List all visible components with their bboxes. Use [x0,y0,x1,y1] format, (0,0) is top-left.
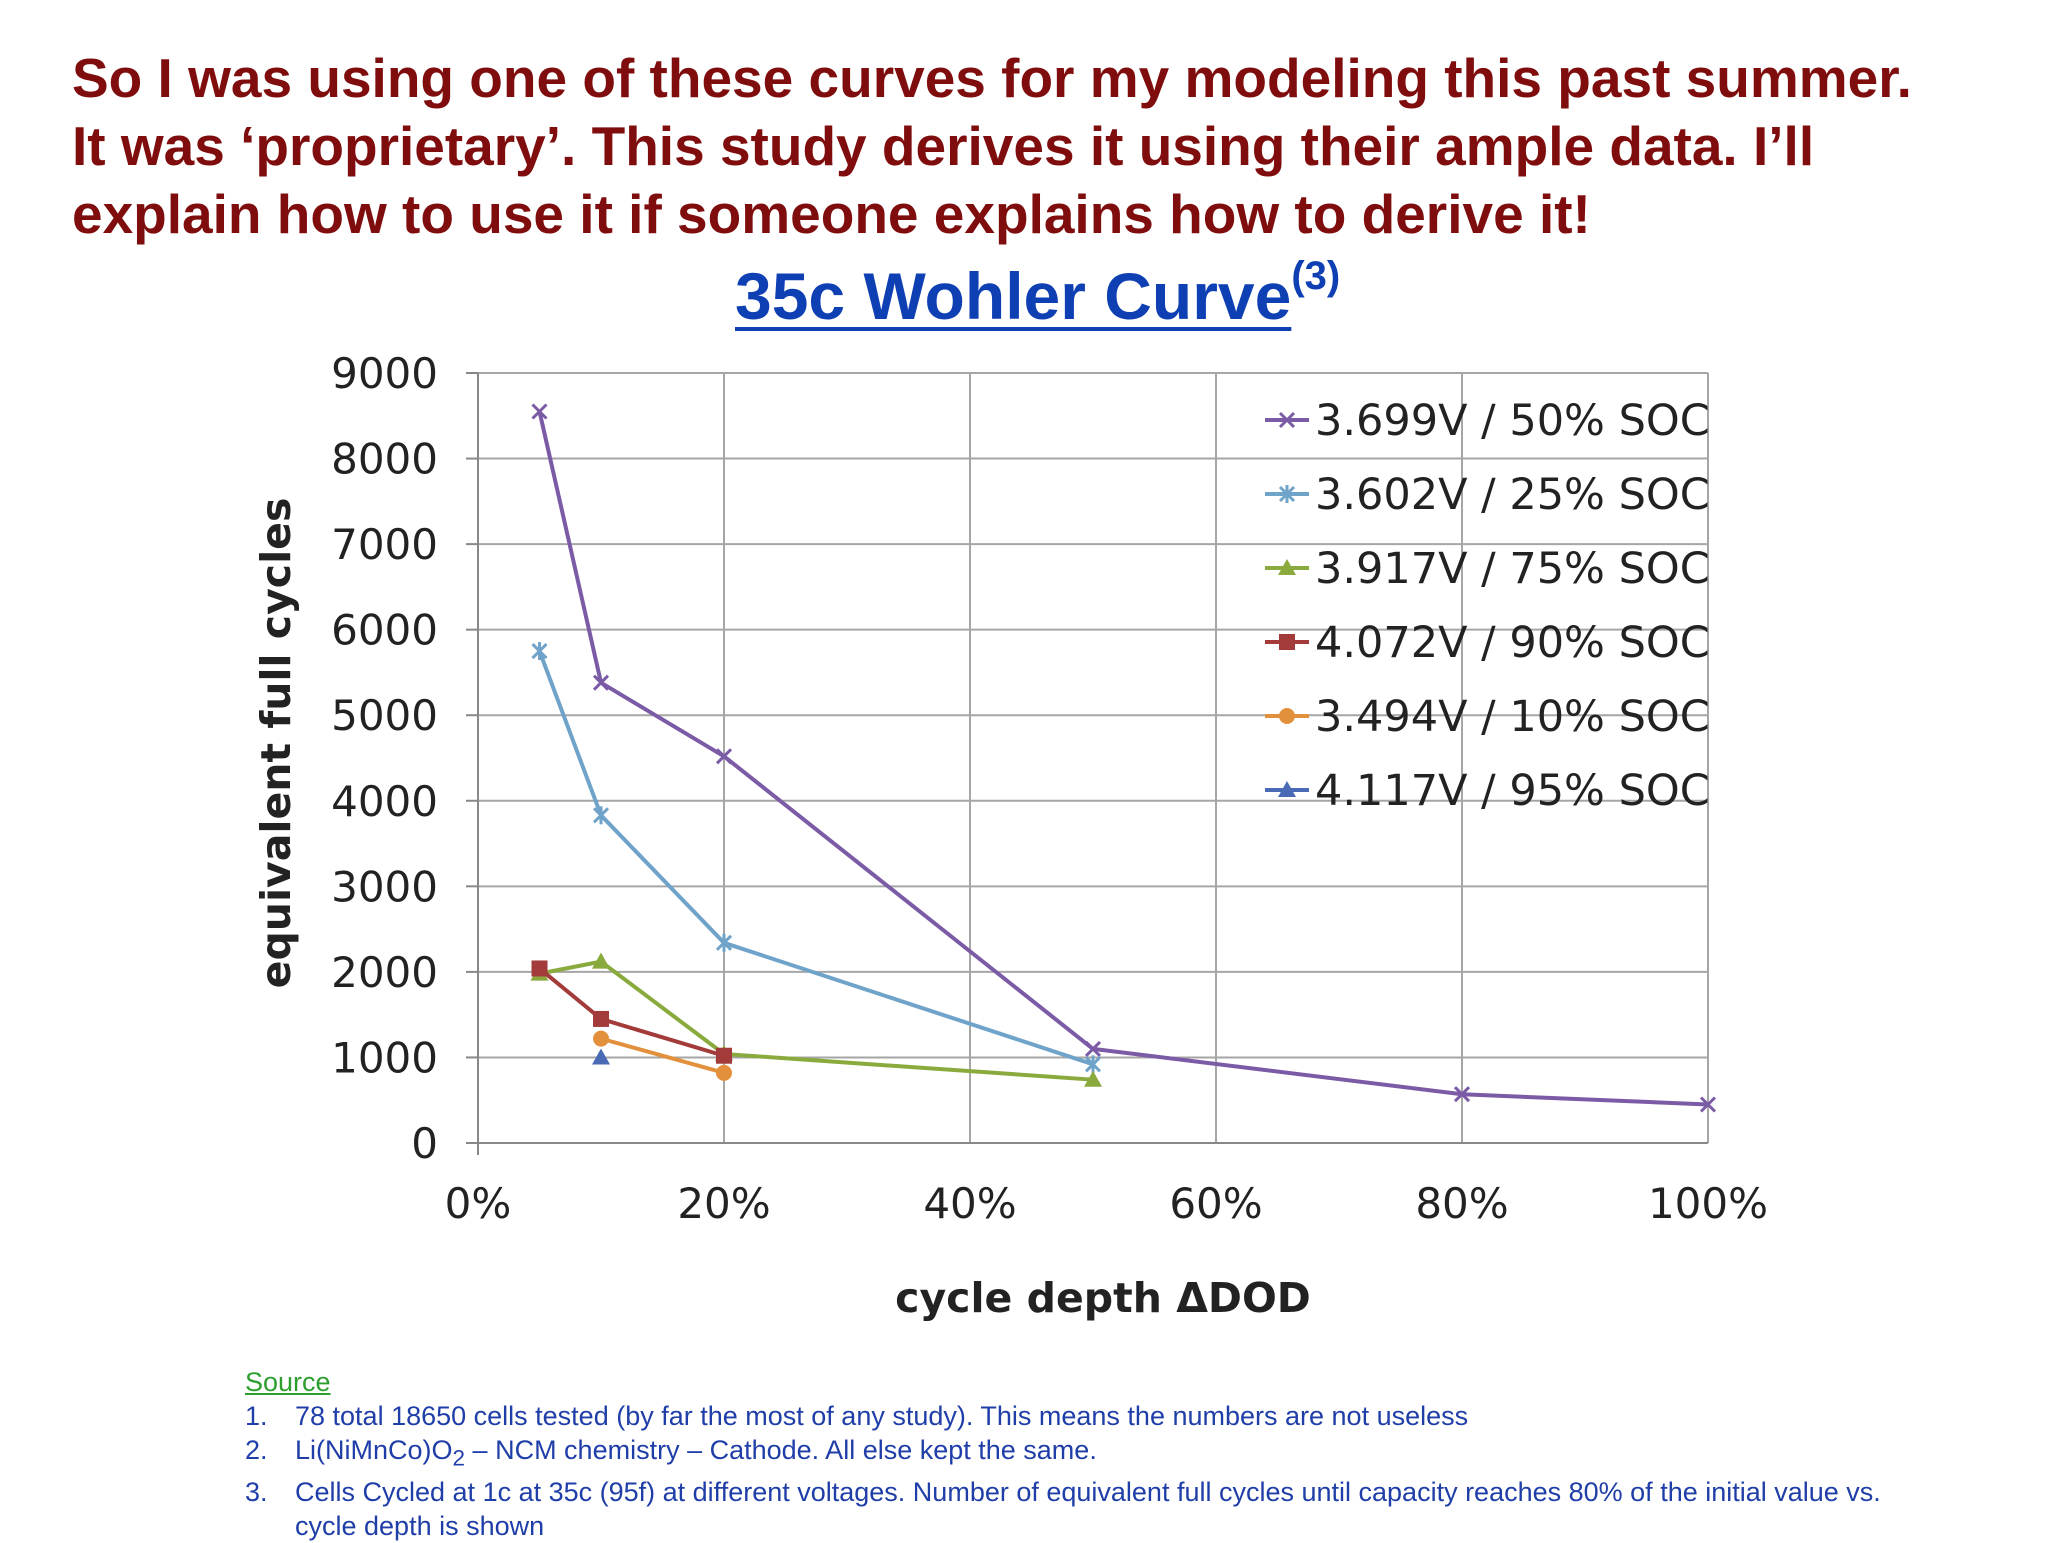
y-tick-label: 8000 [331,435,438,484]
y-tick-label: 2000 [331,948,438,997]
notes-list: 1. 78 total 18650 cells tested (by far t… [245,1399,1945,1543]
data-point [592,1048,610,1065]
legend-label: 3.917V / 75% SOC [1315,544,1710,594]
data-point [716,1064,732,1081]
series-line [539,959,1094,1082]
legend-label: 4.117V / 95% SOC [1315,766,1710,816]
headline-line-1: So I was using one of these curves for m… [72,47,1912,109]
data-point [715,933,733,952]
data-point [1278,411,1296,429]
series-line [537,650,1094,1067]
marker-stroke [531,403,548,420]
data-point [593,1030,609,1047]
marker-stroke [715,748,733,765]
chart-title: 35c Wohler Curve(3) [735,254,1340,334]
x-tick-label: 60% [1169,1179,1262,1228]
x-axis-title: cycle depth ΔDOD [895,1274,1311,1322]
x-tick-label: 40% [923,1179,1016,1228]
data-point [1278,781,1296,797]
y-tick-label: 7000 [331,520,438,569]
data-point [715,748,733,765]
data-point [716,1047,732,1064]
legend-item: 3.602V / 25% SOC [1265,470,1710,520]
legend-label: 3.602V / 25% SOC [1315,470,1710,520]
chart-title-footnote: (3) [1291,254,1341,298]
headline-line-2: It was ‘proprietary’. This study derives… [72,115,1815,177]
note-item-1: 1. 78 total 18650 cells tested (by far t… [245,1399,1945,1433]
marker-stroke [592,674,610,691]
marker-stroke [1084,1040,1102,1057]
data-point [593,1010,609,1027]
headline-line-3: explain how to use it if someone explain… [72,183,1591,245]
data-point [1453,1086,1471,1103]
series-4 [531,960,732,1064]
y-tick-label: 9000 [331,349,438,398]
series-line [600,1036,725,1075]
y-tick-label: 4000 [331,777,438,826]
chart-title-text: 35c Wohler Curve [735,259,1292,333]
series-6 [592,1048,610,1065]
note-chem-sub: 2 [452,1445,466,1471]
data-point [592,806,610,825]
series-line [538,966,725,1058]
note-chem-rest: – NCM chemistry – Cathode. All else kept… [465,1435,1097,1465]
data-point [531,642,548,661]
note-number: 3. [245,1477,268,1508]
data-point [531,960,548,977]
data-point [531,403,548,420]
data-point [1279,634,1295,650]
data-point [1084,1055,1102,1074]
note-item-2: 2. Li(NiMnCo)O2 – NCM chemistry – Cathod… [245,1433,1945,1475]
y-tick-label: 3000 [331,862,438,911]
source-link[interactable]: Source [245,1367,331,1397]
marker-stroke [1278,411,1296,429]
marker-stroke [1699,1096,1717,1113]
series-5 [593,1030,732,1081]
legend-item: 4.117V / 95% SOC [1265,766,1710,816]
data-point [1084,1070,1102,1087]
legend-label: 3.494V / 10% SOC [1315,692,1710,742]
legend-item: 3.699V / 50% SOC [1265,396,1710,446]
x-tick-label: 100% [1648,1179,1768,1228]
data-point [1278,485,1296,503]
x-tick-label: 80% [1415,1179,1508,1228]
headline: So I was using one of these curves for m… [72,44,2032,248]
legend-item: 3.494V / 10% SOC [1265,692,1710,742]
note-number: 1. [245,1401,268,1431]
wohler-chart: 0 1000 2000 3000 4000 5000 6000 7000 8000 9000 0% 2… [252,349,1768,1322]
x-tick-label: 20% [677,1179,770,1228]
series-2 [531,642,1102,1074]
note-item-3: 3. Cells Cycled at 1c at 35c (95f) at di… [245,1475,1945,1543]
note-text: Cells Cycled at 1c at 35c (95f) at diffe… [295,1477,1881,1542]
data-point [1084,1040,1102,1057]
legend-label: 3.699V / 50% SOC [1315,396,1710,446]
note-chem: Li(NiMnCo)O [295,1435,453,1465]
y-axis-title: equivalent full cycles [252,498,300,989]
y-tick-label: 6000 [331,606,438,655]
legend-label: 4.072V / 90% SOC [1315,618,1710,668]
data-point [1278,559,1296,575]
series-1 [531,403,1717,1113]
data-point [592,674,610,691]
data-point [1699,1096,1717,1113]
data-point [1279,708,1295,724]
legend: 3.699V / 50% SOC 3.602V / 25% SOC 3.917V /… [1265,396,1710,816]
y-tick-label: 1000 [331,1033,438,1082]
x-tick-label: 0% [445,1179,512,1228]
y-tick-label: 0 [411,1119,438,1168]
source-notes: Source 1. 78 total 18650 cells tested (b… [245,1365,1945,1543]
marker-stroke [1453,1086,1471,1103]
series-line [537,411,1709,1107]
legend-item: 4.072V / 90% SOC [1265,618,1710,668]
data-point [592,952,610,969]
note-text: 78 total 18650 cells tested (by far the … [295,1401,1469,1431]
note-text: Li(NiMnCo)O2 – NCM chemistry – Cathode. … [295,1433,1945,1475]
note-number: 2. [245,1435,268,1465]
legend-item: 3.917V / 75% SOC [1265,544,1710,594]
y-tick-label: 5000 [331,691,438,740]
